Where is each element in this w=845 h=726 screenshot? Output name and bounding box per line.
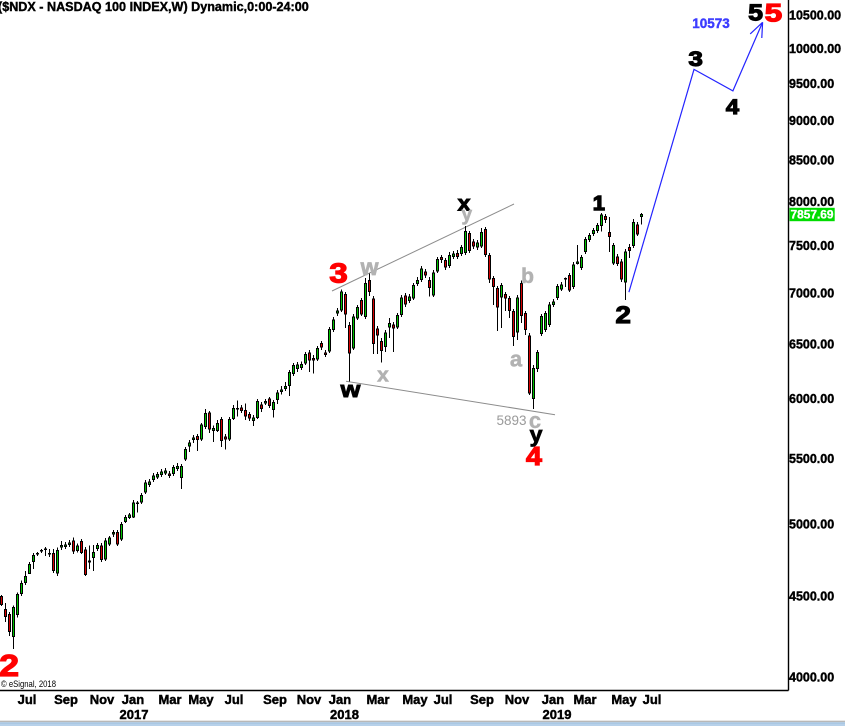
svg-text:5000.00: 5000.00	[789, 517, 834, 531]
svg-text:10500.00: 10500.00	[789, 8, 841, 22]
svg-text:4: 4	[526, 441, 543, 470]
svg-text:1: 1	[593, 192, 605, 214]
svg-text:Sep: Sep	[470, 692, 494, 707]
svg-text:Nov: Nov	[90, 692, 115, 707]
svg-text:7000.00: 7000.00	[789, 286, 834, 300]
svg-text:Jan: Jan	[542, 692, 564, 707]
svg-text:2: 2	[0, 649, 19, 683]
svg-text:May: May	[611, 692, 637, 707]
svg-text:5500.00: 5500.00	[789, 452, 834, 466]
svg-text:4000.00: 4000.00	[789, 670, 834, 684]
svg-text:10000.00: 10000.00	[789, 42, 841, 56]
svg-text:May: May	[402, 692, 428, 707]
svg-text:5: 5	[765, 0, 782, 27]
svg-text:3: 3	[689, 48, 703, 72]
svg-text:y: y	[462, 205, 473, 226]
svg-text:3: 3	[329, 259, 347, 289]
svg-text:($NDX - NASDAQ 100 INDEX,W) Dy: ($NDX - NASDAQ 100 INDEX,W) Dynamic,0:00…	[0, 0, 309, 14]
svg-text:5: 5	[748, 1, 763, 26]
svg-text:2019: 2019	[543, 707, 572, 722]
svg-text:Jan: Jan	[122, 692, 144, 707]
svg-text:4: 4	[726, 95, 740, 119]
svg-text:y: y	[530, 422, 543, 446]
svg-text:Mar: Mar	[573, 692, 596, 707]
svg-text:w: w	[360, 254, 379, 280]
svg-text:Jul: Jul	[643, 692, 662, 707]
svg-text:Sep: Sep	[54, 692, 78, 707]
svg-text:5893: 5893	[496, 413, 526, 428]
svg-text:w: w	[340, 379, 361, 403]
svg-text:Jan: Jan	[329, 692, 351, 707]
svg-text:b: b	[521, 265, 534, 288]
svg-text:2017: 2017	[120, 707, 149, 722]
svg-text:Nov: Nov	[297, 692, 322, 707]
svg-text:Jul: Jul	[434, 692, 453, 707]
svg-text:9500.00: 9500.00	[789, 77, 834, 91]
svg-text:4500.00: 4500.00	[789, 590, 834, 604]
svg-text:Jul: Jul	[18, 692, 37, 707]
svg-text:7500.00: 7500.00	[789, 239, 834, 253]
svg-text:c: c	[529, 408, 541, 433]
svg-text:2018: 2018	[330, 707, 359, 722]
svg-text:Sep: Sep	[263, 692, 287, 707]
svg-text:x: x	[458, 191, 472, 215]
svg-text:6000.00: 6000.00	[789, 392, 834, 406]
svg-text:© eSignal, 2018: © eSignal, 2018	[1, 679, 56, 690]
svg-text:9000.00: 9000.00	[789, 114, 834, 128]
svg-text:8000.00: 8000.00	[789, 195, 834, 209]
svg-text:2: 2	[616, 303, 631, 329]
svg-text:8500.00: 8500.00	[789, 153, 834, 167]
svg-text:6500.00: 6500.00	[789, 337, 834, 351]
svg-text:Nov: Nov	[505, 692, 530, 707]
svg-text:10573: 10573	[692, 16, 730, 31]
svg-text:Jul: Jul	[225, 692, 244, 707]
svg-text:a: a	[510, 347, 523, 372]
svg-text:Mar: Mar	[366, 692, 389, 707]
svg-text:May: May	[188, 692, 214, 707]
svg-text:Mar: Mar	[158, 692, 181, 707]
svg-text:7857.69: 7857.69	[791, 208, 834, 222]
svg-text:x: x	[377, 364, 389, 386]
